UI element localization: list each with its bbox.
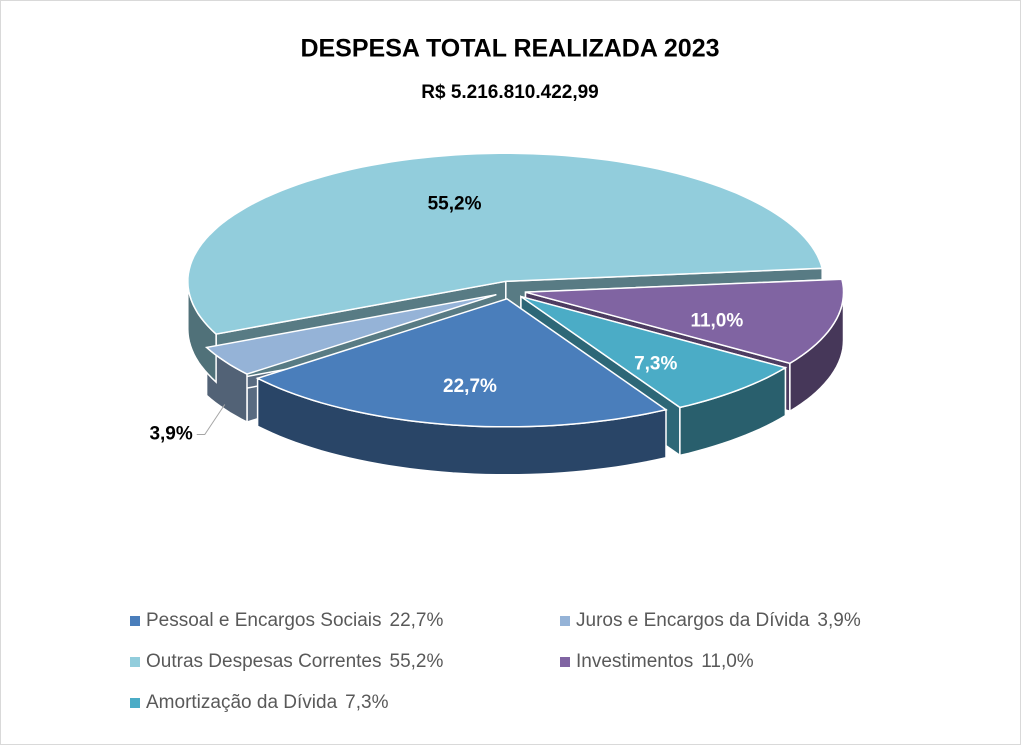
leader-line [196,404,226,435]
legend-label: Pessoal e Encargos Sociais [146,610,382,631]
legend-entry: Outras Despesas Correntes 55,2% [146,651,443,672]
data-label: 55,2% [428,194,482,215]
legend-swatch [560,657,570,667]
data-label: 22,7% [443,376,497,397]
slice [525,278,845,365]
slice-tops [187,152,845,428]
legend-entry: Juros e Encargos da Dívida 3,9% [576,610,861,631]
data-label: 7,3% [634,354,677,375]
legend-label: Investimentos [576,651,693,672]
slice [204,293,497,375]
legend-entry: Pessoal e Encargos Sociais 22,7% [146,610,443,631]
slice [520,295,788,409]
legend-swatch [560,616,570,626]
legend-swatch [130,616,140,626]
legend-value: 3,9% [817,610,860,631]
legend-swatch [130,698,140,708]
legend-value: 55,2% [390,651,444,672]
chart-title: DESPESA TOTAL REALIZADA 2023 [300,35,719,63]
legend-value: 22,7% [390,610,444,631]
legend-value: 7,3% [345,692,388,713]
legend-swatch [130,657,140,667]
legend-value: 11,0% [701,651,754,672]
data-label: 11,0% [690,310,743,331]
slice-labels: 22,7% 3,9% 55,2% 11,0% 7,3% [149,194,743,445]
data-label: 3,9% [149,423,192,444]
legend-entry: Investimentos 11,0% [576,651,754,672]
chart-subtitle: R$ 5.216.810.422,99 [421,82,599,103]
slice [187,152,824,335]
slice [255,298,668,428]
legend-entry: Amortização da Dívida 7,3% [146,692,389,713]
legend-label: Juros e Encargos da Dívida [576,610,810,631]
legend-label: Amortização da Dívida [146,692,338,713]
legend-label: Outras Despesas Correntes [146,651,382,672]
